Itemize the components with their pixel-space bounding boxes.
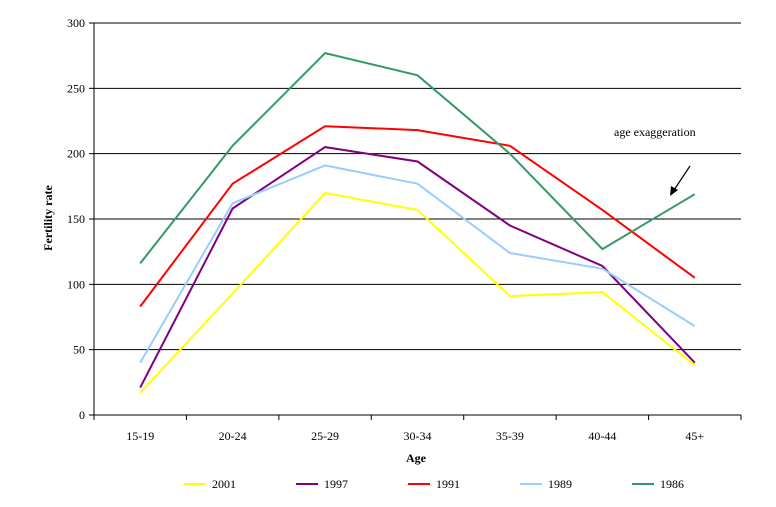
y-tick-label-50: 50 (73, 343, 85, 357)
x-tick-label-25-29: 25-29 (311, 429, 339, 443)
series-line-2001 (139, 191, 696, 394)
axes (89, 22, 742, 420)
x-tick-label-40-44: 40-44 (588, 429, 616, 443)
x-axis-title: Age (406, 451, 427, 465)
x-tick-label-30-34: 30-34 (404, 429, 432, 443)
series-line-1986 (139, 51, 696, 265)
x-tick-label-20-24: 20-24 (219, 429, 247, 443)
y-tick-label-150: 150 (67, 212, 85, 226)
y-tick-label-0: 0 (79, 408, 85, 422)
x-tick-label-35-39: 35-39 (496, 429, 524, 443)
series-line-1991 (139, 125, 696, 308)
tick-labels: 0 50 100 150 200 250 300 15-19 20-24 25-29 30-34 35… (67, 16, 704, 443)
age-exaggeration-annotation: age exaggeration (614, 125, 696, 139)
series-line-1997 (139, 146, 696, 389)
series-line-1989 (139, 164, 696, 364)
legend-label-1986: 1986 (660, 477, 684, 491)
gridlines (94, 22, 741, 351)
series-lines (139, 51, 696, 394)
y-tick-label-250: 250 (67, 81, 85, 95)
legend-label-1991: 1991 (436, 477, 460, 491)
y-axis-title: Fertility rate (41, 185, 55, 251)
legend: 2001 1997 1991 1989 1986 (184, 477, 684, 491)
x-tick-label-45+: 45+ (685, 429, 704, 443)
x-tick-label-15-19: 15-19 (126, 429, 154, 443)
y-tick-label-300: 300 (67, 16, 85, 30)
legend-label-1989: 1989 (548, 477, 572, 491)
legend-label-1997: 1997 (324, 477, 348, 491)
y-tick-label-100: 100 (67, 277, 85, 291)
legend-label-2001: 2001 (212, 477, 236, 491)
y-tick-label-200: 200 (67, 147, 85, 161)
annotation-arrow (670, 165, 691, 196)
